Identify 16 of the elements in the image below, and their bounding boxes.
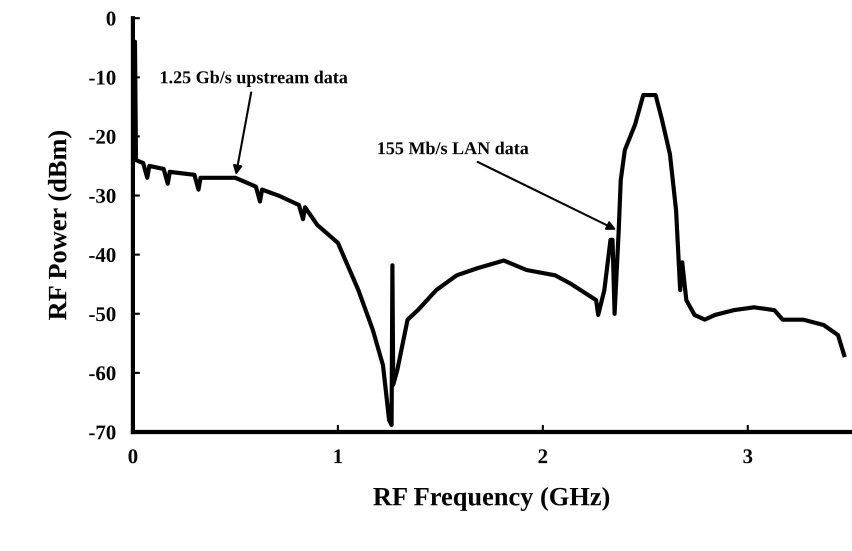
- y-tick-label: -50: [89, 307, 116, 322]
- y-tick-label: -70: [89, 425, 116, 440]
- y-axis-title: RF Power (dBm): [48, 130, 72, 320]
- y-tick-label: -20: [89, 130, 116, 144]
- x-axis-title: RF Frequency (GHz): [373, 486, 610, 511]
- annotation: 155 Mb/s LAN data: [378, 142, 529, 154]
- y-tick-label: -10: [89, 70, 116, 85]
- y-tick-label: -30: [89, 188, 116, 203]
- y-tick-label: 0: [106, 12, 116, 26]
- x-tick-label: 1: [334, 449, 342, 464]
- annotation: 1.25 Gb/s upstream data: [161, 70, 348, 88]
- y-tick-label: -40: [89, 248, 116, 262]
- y-tick-label: -60: [89, 366, 116, 380]
- x-tick-label: 3: [743, 449, 752, 464]
- x-tick-label: 0: [128, 449, 138, 464]
- x-tick-label: 2: [538, 449, 548, 464]
